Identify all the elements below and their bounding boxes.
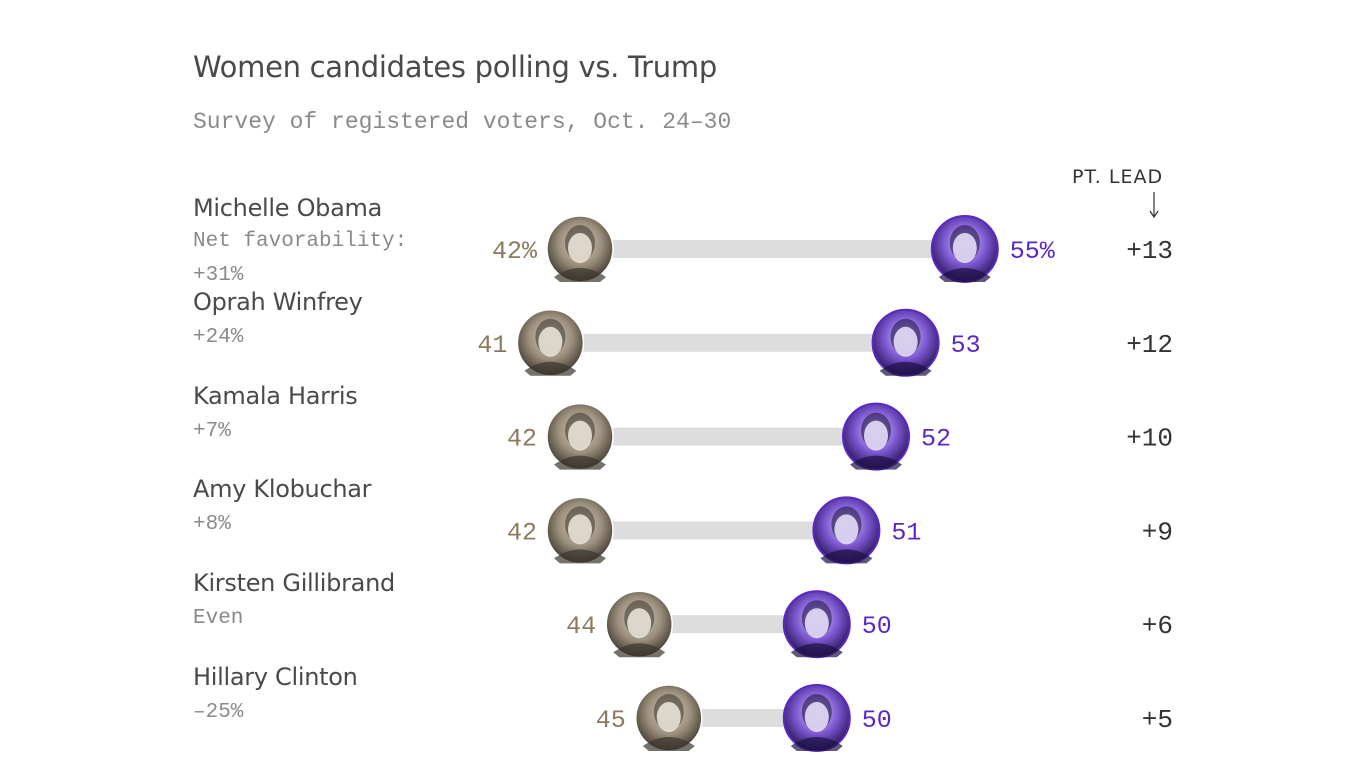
candidate-name: Oprah Winfrey (193, 287, 363, 316)
candidate-name: Michelle Obama (193, 194, 382, 222)
candidate-value-label: 50 (862, 706, 892, 735)
trump-value-label: 42 (507, 518, 537, 547)
net-favorability-value: –25% (193, 701, 244, 724)
candidate-portrait-icon (782, 684, 851, 752)
point-lead-value: +9 (1142, 517, 1173, 547)
candidate-value-label: 50 (862, 612, 892, 641)
trump-value-label: 45 (596, 706, 626, 735)
candidate-portrait-icon (930, 215, 999, 283)
trump-value-label: 41 (477, 331, 507, 360)
trump-portrait-icon (546, 402, 614, 471)
gap-bar (668, 709, 817, 727)
candidate-portrait-icon (871, 308, 940, 377)
net-favorability-value: Even (193, 607, 244, 631)
point-lead-value: +12 (1126, 330, 1173, 360)
lead-column-header: PT. LEAD (1072, 166, 1164, 188)
candidate-name: Hillary Clinton (193, 663, 358, 691)
net-favorability-value: +8% (193, 513, 231, 537)
gap-bar (639, 615, 817, 634)
trump-portrait-icon (546, 496, 614, 565)
candidate-portrait-icon (842, 402, 910, 471)
net-favorability-value: +31% (193, 264, 244, 287)
candidate-value-label: 51 (891, 518, 921, 547)
trump-value-label: 44 (566, 612, 596, 641)
candidate-value-label: 53 (951, 331, 981, 360)
trump-portrait-icon (635, 684, 703, 752)
candidate-name: Kamala Harris (193, 381, 358, 410)
gap-bar (550, 333, 906, 352)
candidate-portrait-icon (812, 496, 881, 565)
candidate-name: Kirsten Gillibrand (193, 569, 395, 598)
net-favorability-value: +7% (193, 419, 231, 443)
down-arrow-icon (1149, 192, 1159, 219)
trump-value-label: 42 (507, 425, 537, 454)
point-lead-value: +5 (1142, 705, 1173, 735)
trump-portrait-icon (516, 309, 585, 377)
trump-portrait-icon (546, 215, 614, 283)
gap-bar (580, 521, 847, 540)
candidate-portrait-icon (782, 590, 851, 659)
chart-title: Women candidates polling vs. Trump (193, 50, 717, 84)
point-lead-value: +13 (1126, 236, 1173, 266)
point-lead-value: +6 (1142, 611, 1173, 641)
net-favorability-value: +24% (193, 325, 244, 349)
gap-bar (580, 427, 876, 446)
net-favorability-label: Net favorability: (193, 230, 408, 253)
candidate-value-label: 52 (921, 425, 951, 454)
trump-portrait-icon (605, 590, 673, 658)
point-lead-value: +10 (1126, 424, 1173, 454)
chart-subtitle: Survey of registered voters, Oct. 24–30 (193, 109, 732, 135)
trump-value-label: 42% (492, 237, 538, 266)
candidate-value-label: 55% (1010, 237, 1056, 266)
gap-bar (580, 240, 965, 258)
candidate-name: Amy Klobuchar (193, 475, 372, 504)
